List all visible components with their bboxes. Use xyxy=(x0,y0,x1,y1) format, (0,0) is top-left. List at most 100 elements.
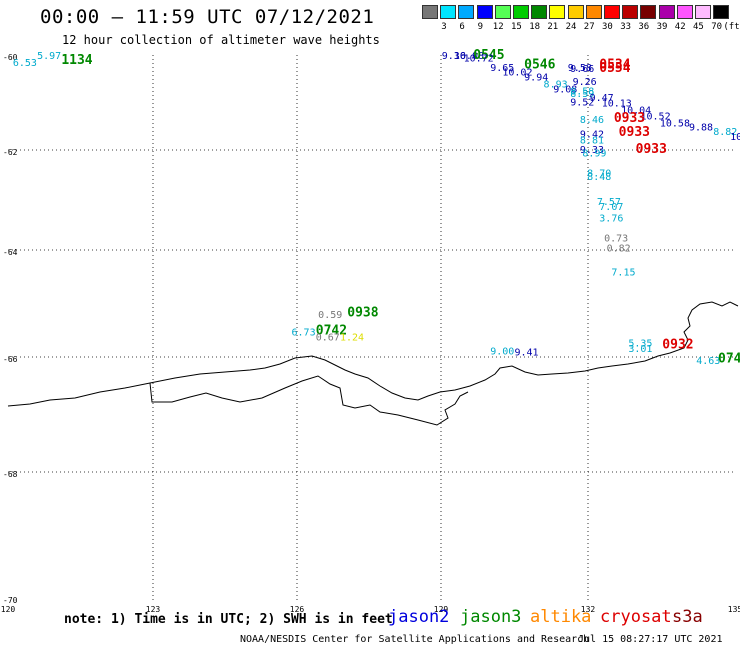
color-scale-label: 33 xyxy=(620,22,632,32)
wave-height-label: 8.70 xyxy=(587,169,611,180)
pass-time-label: 0534 xyxy=(599,58,630,73)
coastline xyxy=(7,301,739,407)
color-swatch xyxy=(513,5,529,19)
wave-height-label: 10.04 xyxy=(621,106,651,117)
wave-height-label: 9.41 xyxy=(514,348,538,359)
wave-height-label: 8.82 xyxy=(713,127,737,138)
wave-height-label: 10.08 xyxy=(454,51,484,62)
color-swatch xyxy=(658,5,675,19)
credit-line: NOAA/NESDIS Center for Satellite Applica… xyxy=(240,634,590,645)
color-scale-label: 21 xyxy=(547,22,559,32)
pass-time-label: 0933 xyxy=(636,142,667,157)
wave-height-label: 9.58 xyxy=(568,63,592,74)
latitude-label: -62 xyxy=(3,148,18,157)
wave-height-label: 3.01 xyxy=(628,344,652,355)
color-swatch xyxy=(604,5,620,19)
pass-time-label: 0554 xyxy=(599,61,630,76)
wave-height-label: 5.97 xyxy=(37,51,61,62)
color-swatch xyxy=(640,5,657,19)
wave-height-label: 10.02 xyxy=(502,68,532,79)
wave-height-label: 8.48 xyxy=(587,172,611,183)
wave-height-label: 5.35 xyxy=(628,339,652,350)
longitude-label: 120 xyxy=(1,605,16,614)
generated-timestamp: Jul 15 08:27:17 UTC 2021 xyxy=(578,634,723,645)
satellite-jason2: jason2 xyxy=(388,607,450,627)
pass-time-label: 0933 xyxy=(619,125,650,140)
wave-height-label: 6.73 xyxy=(292,327,316,338)
color-scale-label: (ft) xyxy=(723,22,740,32)
color-swatch xyxy=(440,5,457,19)
wave-height-label: 9.08 xyxy=(553,84,577,95)
footnote: note: 1) Time is in UTC; 2) SWH is in fe… xyxy=(64,612,393,627)
color-scale-label: 70 xyxy=(711,22,723,32)
longitude-labels: 120 123 126 129 132 135 xyxy=(1,605,740,614)
color-swatch xyxy=(531,5,548,19)
wave-height-label: 10.33 xyxy=(730,132,740,143)
wave-height-label: 0.73 xyxy=(604,234,628,245)
wave-height-label: 9.88 xyxy=(689,122,713,133)
satellite-altika: altika xyxy=(530,607,592,627)
color-scale-label: 27 xyxy=(583,22,595,32)
wave-height-label: 9.42 xyxy=(580,129,604,140)
pass-time-label: 1134 xyxy=(61,53,92,68)
grid-lines xyxy=(8,55,735,600)
latitude-label: -70 xyxy=(3,596,18,605)
color-scale-label: 6 xyxy=(459,22,465,32)
longitude-label: 132 xyxy=(581,605,596,614)
color-swatch xyxy=(676,5,693,19)
wave-height-label: 10.58 xyxy=(660,118,690,129)
color-swatch xyxy=(494,5,511,19)
wave-height-label: 8.99 xyxy=(582,149,606,160)
color-scale-label: 18 xyxy=(529,22,541,32)
wave-height-label: 8.93 xyxy=(544,80,568,91)
map-subtitle: 12 hour collection of altimeter wave hei… xyxy=(62,33,380,47)
wave-height-label: 6.53 xyxy=(13,58,37,69)
pass-time-label: 0545 xyxy=(473,48,504,63)
color-swatch xyxy=(585,5,602,19)
color-swatch xyxy=(549,5,566,19)
color-scale-label: 36 xyxy=(638,22,650,32)
color-swatch xyxy=(458,5,475,19)
wave-height-label: 8.58 xyxy=(570,87,594,98)
wave-height-label: 7.07 xyxy=(599,202,623,213)
pass-time-label: 0742 xyxy=(316,323,347,338)
wave-height-label: 9.26 xyxy=(573,77,597,88)
coastline-inset xyxy=(149,375,469,426)
map-title: 00:00 – 11:59 UTC 07/12/2021 xyxy=(40,6,375,28)
latitude-label: -66 xyxy=(3,355,18,364)
wave-height-label: 9.66 xyxy=(570,64,594,75)
wave-height-label: 9.33 xyxy=(580,145,604,156)
wave-height-label: 8.81 xyxy=(580,136,604,147)
wave-height-label: 9.36 xyxy=(442,51,466,62)
wave-height-label: 8.59 xyxy=(570,89,594,100)
pass-time-label: 0933 xyxy=(614,111,645,126)
color-scale-label: 45 xyxy=(693,22,704,32)
wave-height-label: 0.67 xyxy=(316,333,340,344)
wave-height-label: 9.00 xyxy=(490,347,514,358)
wave-height-label: 0.82 xyxy=(607,244,631,255)
wave-height-label: 9.47 xyxy=(590,93,614,104)
color-scale-label: 15 xyxy=(511,22,522,32)
wave-height-label: 7.57 xyxy=(597,197,621,208)
color-scale-label: 39 xyxy=(656,22,668,32)
longitude-label: 126 xyxy=(290,605,305,614)
color-swatch xyxy=(622,5,639,19)
latitude-label: -64 xyxy=(3,248,18,257)
color-swatch xyxy=(695,5,711,19)
color-scale-label: 24 xyxy=(565,22,577,32)
color-swatch xyxy=(567,5,584,19)
pass-time-label: 0938 xyxy=(347,306,378,321)
wave-height-label: 7.15 xyxy=(611,267,635,278)
latitude-label: -60 xyxy=(3,53,18,62)
wave-height-label: 9.52 xyxy=(570,98,594,109)
wave-height-label: 9.65 xyxy=(490,63,514,74)
wave-height-label: 10.72 xyxy=(464,53,494,64)
latitude-label: -68 xyxy=(3,470,18,479)
wave-height-label: 8.46 xyxy=(580,115,604,126)
color-scale-label: 3 xyxy=(441,22,447,32)
wave-height-label: 1.24 xyxy=(340,333,364,344)
color-scale-label: 30 xyxy=(602,22,613,32)
color-swatch xyxy=(422,5,438,19)
